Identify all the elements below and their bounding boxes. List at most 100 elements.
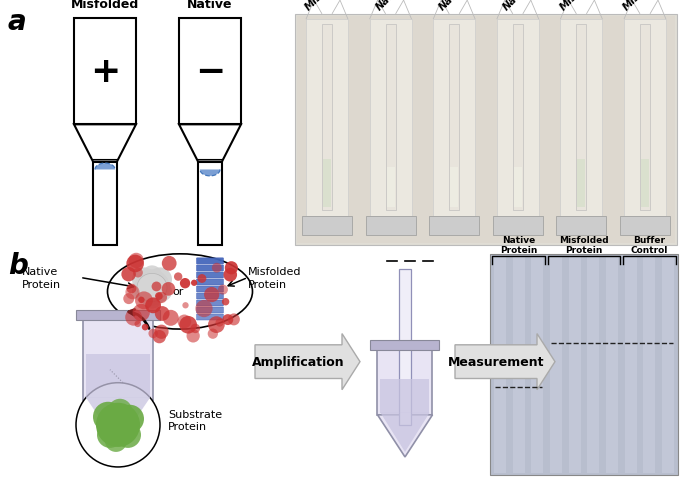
Circle shape [123,293,134,304]
Circle shape [134,270,170,306]
Text: Buffer
Control: Buffer Control [631,236,668,255]
Bar [386,25,396,211]
Bar [76,310,160,320]
Circle shape [223,268,237,282]
Text: Measurement: Measurement [448,355,545,368]
Bar [322,25,332,211]
Bar [560,20,602,216]
Text: Misfolded: Misfolded [558,0,605,13]
Text: Misfolded
Protein: Misfolded Protein [248,267,301,289]
Circle shape [105,430,127,452]
Bar [323,160,331,208]
Bar [371,340,440,350]
Bar [577,160,586,208]
Text: Misfolded: Misfolded [303,0,351,13]
Text: Amplification: Amplification [252,355,345,368]
Bar [620,216,670,235]
Ellipse shape [108,254,253,329]
Circle shape [155,306,170,321]
Bar [569,257,581,473]
Circle shape [177,315,191,329]
Bar [429,216,480,235]
Circle shape [218,285,228,295]
FancyBboxPatch shape [197,272,223,278]
Circle shape [216,319,224,327]
FancyBboxPatch shape [197,265,223,271]
FancyBboxPatch shape [197,300,223,306]
Circle shape [125,309,142,326]
Text: b: b [8,252,28,280]
Bar [370,20,412,216]
Circle shape [141,287,163,309]
Bar [493,216,543,235]
Ellipse shape [137,274,167,302]
Bar [93,162,117,246]
Circle shape [149,329,158,338]
Text: Native
Protein: Native Protein [22,267,61,289]
Polygon shape [74,125,136,162]
Bar [514,168,522,208]
Text: Misfolded: Misfolded [621,0,669,13]
Circle shape [121,267,136,282]
Circle shape [126,255,144,273]
Bar [643,257,656,473]
Polygon shape [83,400,153,450]
Circle shape [191,280,197,286]
Circle shape [162,282,175,296]
Circle shape [222,299,229,306]
Polygon shape [179,125,241,162]
Circle shape [179,316,197,334]
Text: Native: Native [437,0,471,13]
Bar [83,320,153,400]
FancyBboxPatch shape [197,293,223,300]
Bar [640,25,650,211]
Bar [556,216,606,235]
FancyBboxPatch shape [197,307,223,313]
Circle shape [125,286,140,300]
FancyBboxPatch shape [197,314,223,320]
Circle shape [162,256,177,271]
Bar [576,25,586,211]
Circle shape [115,422,141,448]
Bar [95,170,115,244]
Circle shape [155,293,163,300]
Circle shape [156,292,167,303]
Circle shape [223,314,234,325]
Circle shape [228,314,240,326]
Polygon shape [86,398,150,445]
Circle shape [132,268,156,292]
Circle shape [190,324,200,334]
Bar [550,257,562,473]
Bar [512,257,525,473]
Circle shape [96,403,140,447]
Circle shape [208,317,225,333]
Circle shape [182,302,188,309]
Circle shape [135,292,153,310]
Bar [433,20,475,216]
Text: Misfolded
Protein: Misfolded Protein [559,236,609,255]
Bar [399,270,411,425]
Bar [297,17,675,244]
Bar [366,216,416,235]
Circle shape [76,383,160,467]
Bar [606,257,618,473]
Bar [624,20,666,216]
Bar [306,20,348,216]
Circle shape [163,310,179,326]
Text: a: a [8,9,27,36]
Bar [380,379,429,413]
Bar [490,255,678,475]
Text: Substrate
Protein: Substrate Protein [168,409,222,431]
Circle shape [127,284,136,294]
Text: Native: Native [187,0,233,11]
Text: Native: Native [374,0,408,13]
Text: Native
Protein: Native Protein [500,236,537,255]
Bar [662,257,674,473]
Circle shape [152,282,172,302]
Polygon shape [95,164,115,170]
Circle shape [174,273,182,281]
Bar [74,19,136,125]
Bar [625,257,637,473]
Text: +: + [90,55,120,89]
Polygon shape [255,334,360,390]
